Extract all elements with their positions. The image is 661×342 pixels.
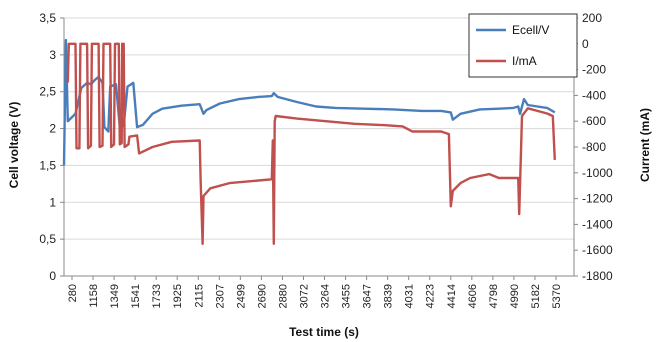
x-tick-label: 5182 (530, 284, 542, 308)
y2-tick-label: 200 (582, 11, 602, 25)
y2-tick-label: -400 (582, 88, 606, 102)
y2-tick-label: -1200 (582, 192, 613, 206)
x-tick-label: 3072 (298, 284, 310, 308)
x-tick-label: 1349 (109, 284, 121, 308)
legend-box (468, 13, 578, 78)
series-line-ecell (62, 38, 556, 166)
y2-tick-label: -200 (582, 63, 606, 77)
y-axis-title: Cell voltage (V) (7, 102, 21, 189)
x-tick-label: 3839 (383, 284, 395, 308)
y-axis-ticks: 0 0,5 1 1,5 2 2,5 3 3,5 (39, 11, 64, 283)
legend-label-current: I/mA (512, 54, 537, 68)
y2-tick-label: -1800 (582, 269, 613, 283)
y2-tick-label: -600 (582, 114, 606, 128)
series-layer (62, 38, 556, 245)
series-line-current (66, 42, 556, 245)
x-tick-label: 2880 (277, 284, 289, 308)
x-tick-label: 4990 (509, 284, 521, 308)
x-tick-label: 2115 (193, 284, 205, 308)
y-tick-label: 2 (49, 122, 56, 136)
x-tick-label: 1733 (151, 284, 163, 308)
y-tick-label: 0 (49, 269, 56, 283)
y2-tick-label: -1000 (582, 166, 613, 180)
y2-tick-label: -1600 (582, 243, 613, 257)
x-tick-label: 4414 (446, 284, 458, 308)
gridlines (64, 17, 574, 277)
y-tick-label: 3,5 (39, 11, 56, 25)
y2-tick-label: -1400 (582, 217, 613, 231)
x-axis-ticks: 280 1158 1349 1541 1733 1925 2115 2307 2499 2690 2… (67, 276, 563, 308)
y2-tick-label: 0 (582, 37, 589, 51)
x-tick-label: 2499 (235, 284, 247, 308)
x-axis-title: Test time (s) (289, 325, 359, 339)
y-tick-label: 3 (49, 48, 56, 62)
x-tick-label: 4606 (467, 284, 479, 308)
x-tick-label: 2307 (214, 284, 226, 308)
x-tick-label: 1541 (130, 284, 142, 308)
y2-axis-title: Current (mA) (638, 108, 652, 182)
x-tick-label: 3264 (320, 284, 332, 308)
legend-label-ecell: Ecell/V (512, 23, 549, 37)
x-tick-label: 4798 (488, 284, 500, 308)
x-tick-label: 1158 (88, 284, 100, 308)
x-tick-label: 2690 (256, 284, 268, 308)
x-tick-label: 280 (67, 284, 79, 302)
y2-tick-label: -800 (582, 140, 606, 154)
y-tick-label: 1 (49, 195, 56, 209)
x-tick-label: 3647 (362, 284, 374, 308)
y-tick-label: 0,5 (39, 232, 56, 246)
x-tick-label: 4031 (404, 284, 416, 308)
x-tick-label: 5370 (551, 284, 563, 308)
legend: Ecell/V I/mA (468, 13, 578, 78)
x-tick-label: 1925 (172, 284, 184, 308)
y-tick-label: 2,5 (39, 85, 56, 99)
x-tick-label: 3455 (341, 284, 353, 308)
y-tick-label: 1,5 (39, 158, 56, 172)
y2-axis-ticks: 200 0 -200 -400 -600 -800 -1000 -1200 -1400 -1600… (574, 11, 613, 283)
x-tick-label: 4223 (425, 284, 437, 308)
